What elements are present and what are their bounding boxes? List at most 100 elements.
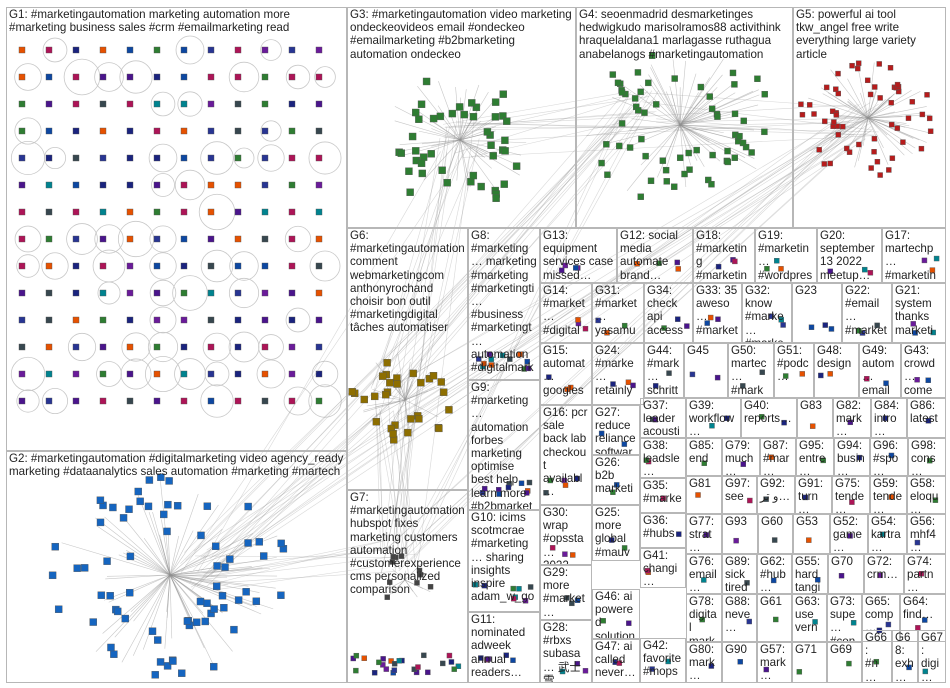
- node: [662, 166, 670, 174]
- node: [559, 668, 566, 675]
- node: [885, 621, 892, 628]
- edge: [192, 113, 624, 571]
- node: [472, 103, 481, 112]
- node: [746, 618, 752, 625]
- edge: [169, 574, 233, 652]
- node: [477, 182, 485, 191]
- group-g17: G17: martechp… #marketin… data…: [882, 228, 946, 283]
- node: [925, 418, 932, 424]
- node: [180, 127, 188, 135]
- edge: [398, 126, 855, 416]
- self-loop: [120, 358, 152, 390]
- edge: [404, 579, 418, 598]
- node: [288, 181, 296, 189]
- node: [828, 326, 835, 332]
- self-loop: [16, 254, 40, 278]
- edge: [159, 474, 171, 576]
- node: [855, 65, 861, 72]
- node: [439, 388, 448, 396]
- node: [218, 592, 227, 600]
- node: [647, 177, 655, 185]
- group-g21: G21: system thanks marketi…: [892, 283, 946, 343]
- edge: [824, 117, 869, 137]
- node: [160, 510, 168, 519]
- edge: [862, 117, 869, 146]
- self-loop: [284, 225, 312, 253]
- node: [315, 154, 323, 162]
- node: [849, 62, 855, 69]
- node: [774, 258, 780, 264]
- node: [180, 262, 188, 270]
- node: [838, 572, 845, 579]
- node: [715, 316, 721, 322]
- group-label: G66: #n… #in…: [865, 631, 887, 683]
- node: [827, 371, 833, 377]
- self-loop: [200, 384, 234, 418]
- self-loop: [311, 360, 339, 388]
- node: [697, 83, 705, 91]
- node: [427, 584, 434, 590]
- self-loop: [14, 63, 42, 91]
- group-label: G81: [689, 477, 711, 490]
- group-label: G8: #marketing… marketing #marketing #ma…: [471, 229, 537, 379]
- group-label: G36: #hubs… #hubs…: [643, 514, 675, 548]
- node: [645, 79, 652, 87]
- group-label: G93: [725, 515, 747, 528]
- node: [97, 591, 106, 599]
- group-g18: G18: #marketing #marketin… instagram…: [693, 228, 755, 283]
- node: [856, 454, 863, 461]
- self-loop: [257, 144, 285, 172]
- node: [126, 46, 134, 54]
- node: [455, 663, 462, 669]
- edge: [679, 92, 736, 126]
- node: [518, 480, 525, 486]
- node: [744, 580, 750, 586]
- node: [213, 562, 221, 570]
- node: [604, 171, 611, 178]
- node: [18, 343, 26, 351]
- node: [180, 343, 188, 351]
- edge: [169, 530, 194, 576]
- node: [626, 144, 634, 151]
- node: [412, 147, 420, 155]
- node: [180, 289, 188, 297]
- edge: [867, 62, 875, 119]
- node: [864, 77, 871, 84]
- node: [153, 154, 161, 162]
- node: [665, 658, 671, 665]
- node: [634, 261, 640, 267]
- edge: [209, 123, 847, 559]
- edge: [378, 124, 625, 395]
- edge: [391, 407, 407, 556]
- node: [169, 657, 177, 665]
- group-label: G76: email…: [689, 555, 718, 594]
- node: [163, 662, 172, 670]
- edge: [380, 138, 480, 575]
- group-g60: G60: [758, 514, 793, 554]
- group-g93: G93: [722, 514, 758, 554]
- node: [261, 316, 269, 324]
- node: [244, 539, 252, 547]
- node: [180, 154, 188, 162]
- node: [630, 382, 636, 389]
- edge: [169, 574, 249, 587]
- node: [226, 555, 234, 563]
- edge: [867, 116, 903, 119]
- node: [165, 477, 173, 485]
- node: [831, 119, 837, 125]
- node: [234, 262, 242, 270]
- node: [121, 614, 129, 623]
- node: [315, 343, 323, 351]
- node: [384, 594, 390, 600]
- node: [45, 73, 53, 81]
- node: [877, 572, 883, 579]
- node: [45, 127, 53, 135]
- edge: [462, 135, 875, 158]
- edge: [373, 150, 479, 393]
- node: [234, 289, 242, 297]
- node: [501, 136, 509, 145]
- edge: [404, 390, 429, 401]
- node: [153, 100, 161, 108]
- node: [315, 208, 323, 216]
- node: [526, 479, 533, 486]
